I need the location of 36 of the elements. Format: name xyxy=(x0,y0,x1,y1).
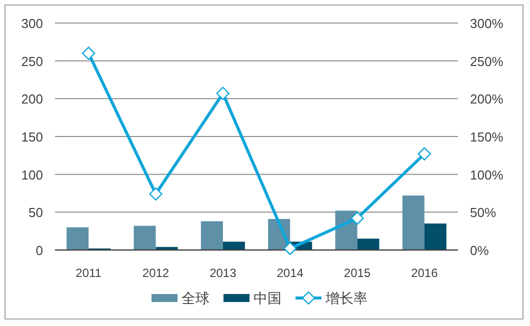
y-tick-label: 50 xyxy=(28,205,43,220)
bar xyxy=(200,221,223,250)
legend-label: 中国 xyxy=(254,290,282,306)
y-tick-label: 200 xyxy=(21,92,43,107)
bar xyxy=(424,224,446,250)
x-tick-label: 2014 xyxy=(276,266,304,280)
x-tick-label: 2016 xyxy=(411,266,438,280)
point xyxy=(350,212,364,225)
bar xyxy=(66,227,89,250)
point xyxy=(418,147,432,161)
bar xyxy=(357,238,380,250)
y-tick-label: 100 xyxy=(21,167,43,182)
x-tick-label: 2013 xyxy=(210,266,237,280)
y2-tick-label: 100% xyxy=(470,167,504,182)
bar xyxy=(402,196,424,250)
x-tick-label: 2011 xyxy=(76,266,102,280)
x-tick-label: 2015 xyxy=(344,266,371,280)
point xyxy=(283,242,297,256)
y-tick-label: 250 xyxy=(21,54,43,69)
point xyxy=(149,187,162,201)
point xyxy=(82,46,96,60)
y-tick-label: 300 xyxy=(21,16,43,31)
y2-tick-label: 300% xyxy=(470,16,504,31)
y-tick-label: 0 xyxy=(36,243,43,258)
bar xyxy=(134,226,156,250)
legend-label: 全球 xyxy=(182,290,210,306)
y2-tick-label: 50% xyxy=(470,205,496,220)
y2-tick-label: 200% xyxy=(470,92,504,107)
y2-tick-label: 150% xyxy=(470,130,504,144)
bar xyxy=(222,242,245,250)
y2-tick-label: 250% xyxy=(470,54,504,69)
legend-label: 增长率 xyxy=(324,290,368,306)
x-tick-label: 2012 xyxy=(142,266,170,280)
y-tick-label: 150 xyxy=(21,130,43,144)
point xyxy=(216,86,230,100)
y2-tick-label: 0% xyxy=(470,243,490,258)
